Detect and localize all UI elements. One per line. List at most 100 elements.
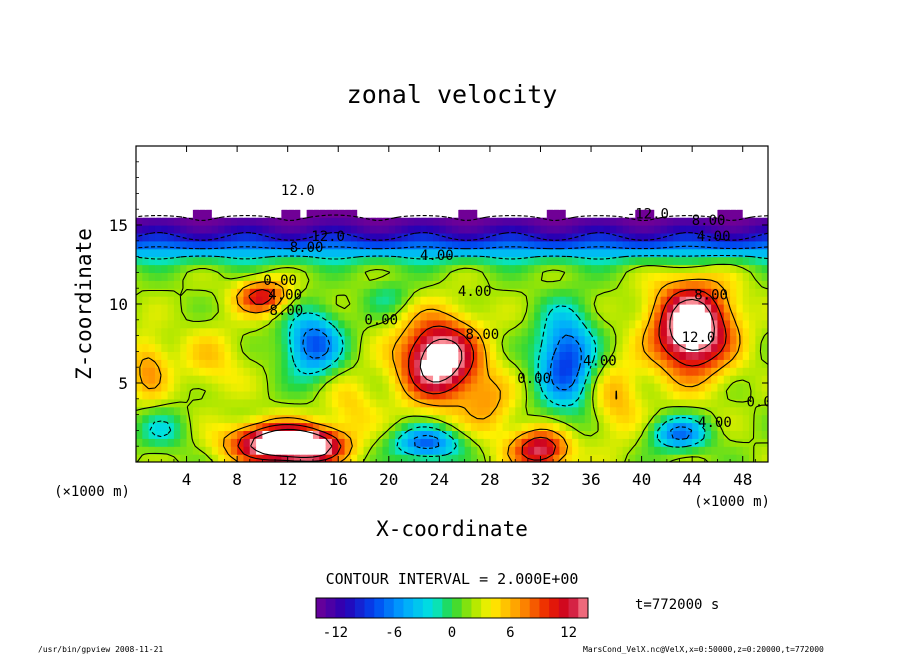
- field-cell: [218, 335, 226, 345]
- field-cell: [243, 383, 251, 392]
- field-cell: [205, 280, 213, 289]
- field-cell: [679, 248, 687, 258]
- field-cell: [540, 209, 548, 218]
- field-cell: [553, 161, 561, 171]
- field-cell: [515, 327, 523, 337]
- field-cell: [325, 296, 333, 305]
- field-cell: [685, 383, 693, 392]
- field-cell: [666, 201, 674, 210]
- field-cell: [407, 319, 415, 329]
- field-cell: [363, 351, 371, 360]
- field-cell: [628, 351, 636, 360]
- field-cell: [369, 232, 377, 242]
- x-tick-label: 32: [531, 470, 550, 489]
- field-cell: [439, 351, 447, 360]
- field-cell: [262, 185, 270, 194]
- field-cell: [395, 217, 403, 226]
- field-cell: [205, 367, 213, 376]
- field-cell: [610, 327, 617, 337]
- field-cell: [749, 422, 756, 431]
- field-cell: [281, 288, 289, 297]
- field-cell: [502, 438, 510, 447]
- field-cell: [388, 185, 396, 194]
- field-cell: [565, 422, 573, 431]
- field-cell: [742, 343, 750, 352]
- field-cell: [148, 311, 156, 321]
- field-cell: [730, 217, 737, 226]
- field-cell: [572, 359, 579, 368]
- field-cell: [502, 280, 510, 289]
- field-cell: [186, 256, 194, 266]
- field-cell: [496, 296, 504, 305]
- field-cell: [685, 280, 693, 289]
- field-cell: [496, 185, 504, 194]
- field-cell: [761, 193, 768, 202]
- field-cell: [723, 256, 731, 266]
- field-cell: [268, 319, 276, 329]
- field-cell: [730, 193, 737, 202]
- field-cell: [363, 146, 371, 155]
- field-cell: [192, 367, 200, 376]
- field-cell: [230, 161, 238, 171]
- field-cell: [452, 406, 459, 416]
- field-cell: [565, 256, 573, 266]
- field-cell: [249, 280, 257, 289]
- field-cell: [470, 398, 478, 408]
- field-cell: [572, 414, 579, 424]
- field-cell: [331, 359, 339, 368]
- field-cell: [224, 256, 232, 266]
- field-cell: [439, 256, 447, 266]
- field-cell: [142, 327, 150, 337]
- field-cell: [660, 153, 668, 163]
- field-cell: [673, 217, 681, 226]
- field-cell: [306, 406, 314, 416]
- field-cell: [275, 367, 282, 376]
- field-cell: [211, 406, 219, 416]
- field-cell: [502, 296, 510, 305]
- field-cell: [591, 327, 598, 337]
- field-cell: [559, 430, 567, 439]
- field-cell: [294, 406, 301, 416]
- field-cell: [395, 161, 403, 171]
- field-cell: [673, 153, 681, 163]
- contour-lines: [136, 214, 768, 462]
- field-cell: [262, 256, 270, 266]
- field-cell: [154, 383, 162, 392]
- field-cell: [249, 225, 257, 234]
- field-cell: [281, 406, 289, 416]
- field-cell: [445, 153, 453, 163]
- field-cell: [666, 280, 674, 289]
- field-cell: [420, 240, 428, 250]
- field-cell: [502, 406, 510, 416]
- field-cell: [452, 319, 459, 329]
- field-cell: [154, 359, 162, 368]
- field-cell: [205, 327, 213, 337]
- field-cell: [730, 438, 737, 447]
- field-cell: [363, 209, 371, 218]
- field-cell: [685, 201, 693, 210]
- field-cell: [704, 351, 712, 360]
- field-cell: [414, 232, 421, 242]
- field-cell: [717, 438, 725, 447]
- field-cell: [610, 256, 617, 266]
- field-cell: [167, 367, 175, 376]
- field-cell: [565, 335, 573, 345]
- field-cell: [647, 256, 655, 266]
- field-cell: [578, 209, 586, 218]
- field-cell: [540, 217, 548, 226]
- field-cell: [666, 430, 674, 439]
- field-cell: [325, 406, 333, 416]
- field-cell: [527, 209, 535, 218]
- field-cell: [142, 232, 150, 242]
- field-cell: [742, 335, 750, 345]
- field-cell: [647, 177, 655, 187]
- field-cell: [262, 193, 270, 202]
- field-cell: [730, 177, 737, 187]
- field-cell: [755, 454, 763, 462]
- field-cell: [256, 169, 263, 179]
- field-cell: [237, 280, 245, 289]
- field-cell: [136, 225, 143, 234]
- field-cell: [319, 335, 327, 345]
- field-cell: [325, 288, 333, 297]
- field-cell: [521, 240, 529, 250]
